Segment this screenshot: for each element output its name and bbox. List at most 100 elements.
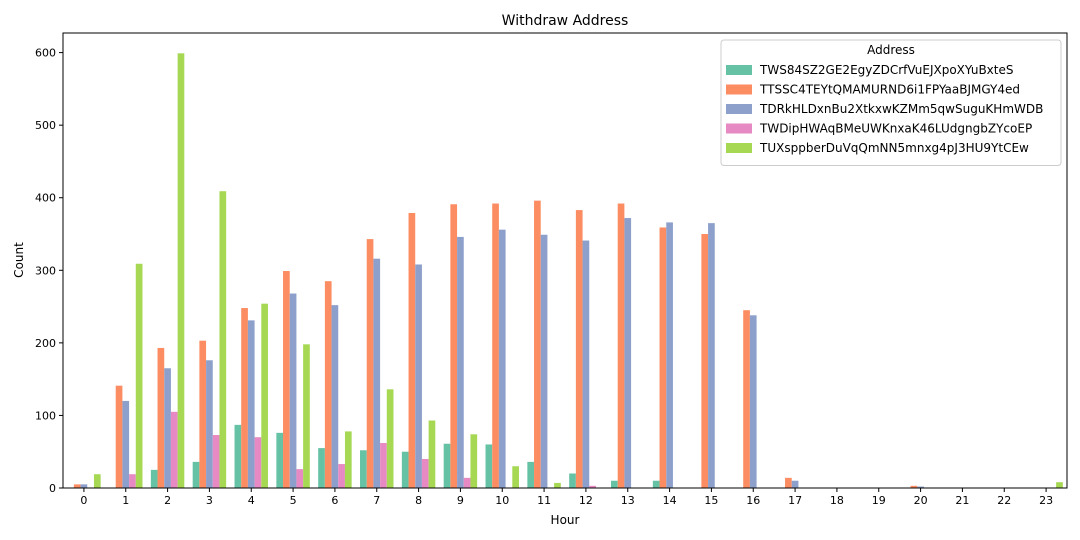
bar-s3-h7 [380,443,387,488]
y-tick-label: 300 [35,264,56,277]
bar-s2-h7 [373,258,381,488]
x-tick-label: 16 [746,494,760,507]
bar-s2-h13 [624,218,632,489]
y-tick-label: 400 [35,192,56,205]
bar-s4-h7 [386,389,394,488]
bar-s2-h1 [122,400,130,488]
x-tick-label: 14 [663,494,677,507]
bar-s1-h15 [701,234,709,488]
bar-s3-h5 [296,469,304,488]
x-tick-label: 8 [415,494,422,507]
bar-s3-h6 [338,464,345,488]
bar-s4-h0 [93,474,101,488]
bar-s2-h9 [457,236,464,488]
bar-s1-h0 [73,484,81,488]
bar-s4-h8 [428,420,436,488]
bar-s4-h23 [1056,482,1063,488]
legend-box [720,39,1062,166]
bar-s0-h3 [192,461,200,488]
bar-s0-h14 [652,480,660,488]
bar-s0-h4 [234,424,242,488]
bars-group [73,53,1063,489]
y-tick-label: 200 [35,337,56,350]
legend-label: TDRkHLDxnBu2XtkxwKZMm5qwSuguKHmWDB [759,102,1043,116]
bar-s0-h7 [360,450,367,488]
bar-s1-h13 [617,203,625,488]
x-tick-label: 7 [373,494,380,507]
legend-label: TWS84SZ2GE2EgyZDCrfVuEJXpoXYuBxteS [759,63,1014,77]
bar-s1-h16 [743,310,750,488]
bar-s4-h5 [303,344,310,488]
bar-s3-h8 [421,458,429,488]
legend-swatch [726,65,752,75]
bar-s2-h16 [749,315,757,488]
legend-title: Address [867,43,915,57]
bar-s3-h2 [170,411,178,488]
legend-label: TWDipHWAqBMeUWKnxaK46LUdgngbZYcoEP [759,122,1032,136]
bar-s3-h4 [254,437,262,488]
x-tick-label: 11 [537,494,551,507]
y-tick-label: 500 [35,119,56,132]
bar-s2-h17 [791,480,799,488]
y-axis: 0 100 200 300 400 500 600 [35,47,63,495]
x-tick-label: 15 [704,494,718,507]
bar-s4-h4 [261,303,268,488]
legend-swatch [726,123,752,134]
bar-s4-h2 [177,53,185,488]
bar-s0-h8 [401,451,409,488]
bar-s1-h12 [575,210,583,488]
bar-s1-h3 [199,340,207,488]
x-tick-label: 19 [872,494,886,507]
x-tick-label: 22 [997,494,1011,507]
bar-s1-h5 [283,271,290,488]
bar-s2-h4 [247,320,255,488]
x-tick-label: 10 [495,494,509,507]
x-tick-label: 3 [206,494,213,507]
bar-s2-h10 [498,229,506,488]
bar-s1-h8 [408,212,416,488]
bar-s2-h8 [415,264,422,488]
bar-s3-h9 [463,477,471,488]
bar-s2-h12 [582,240,590,488]
legend-label: TTSSC4TEYtQMAMURND6i1FPYaaBJMGY4ed [759,83,1020,97]
bar-s4-h11 [554,482,561,488]
x-tick-label: 0 [80,494,87,507]
bar-s1-h7 [366,239,374,488]
legend: Address TWS84SZ2GE2EgyZDCrfVuEJXpoXYuBxt… [720,39,1062,166]
bar-s1-h1 [115,385,123,488]
legend-swatch [726,143,752,153]
bar-s2-h6 [331,305,339,488]
legend-swatch [726,104,752,114]
legend-swatch [726,84,752,95]
x-tick-label: 9 [457,494,464,507]
bar-s2-h14 [666,222,673,488]
bar-s0-h9 [443,443,451,488]
bar-s2-h5 [289,293,297,488]
x-tick-label: 18 [830,494,844,507]
bar-s3-h1 [129,474,136,488]
bar-s0-h10 [485,444,493,488]
legend-items: TWS84SZ2GE2EgyZDCrfVuEJXpoXYuBxteS TTSSC4… [726,63,1043,155]
bar-s1-h2 [157,347,165,488]
bar-s0-h11 [527,461,535,488]
bar-s1-h4 [241,308,248,488]
bar-s1-h11 [534,200,541,488]
bar-s2-h2 [164,368,171,488]
x-tick-label: 17 [788,494,802,507]
x-tick-label: 13 [621,494,635,507]
x-axis-label: Hour [551,513,580,527]
bar-s0-h2 [150,469,158,488]
bar-s2-h15 [708,223,715,488]
bar-s4-h10 [512,466,519,488]
x-tick-label: 4 [248,494,255,507]
x-tick-label: 2 [164,494,171,507]
x-tick-label: 1 [122,494,129,507]
x-axis: 0 1 2 3 4 5 6 7 8 9 10 11 12 13 14 15 16 17 18 19 20 21 22 23 [80,488,1053,507]
y-tick-label: 0 [49,482,56,495]
bar-s4-h6 [344,431,352,488]
y-tick-label: 600 [35,47,56,60]
x-tick-label: 5 [290,494,297,507]
legend-label: TUXsppberDuVqQmNN5mnxg4pJ3HU9YtCEw [759,141,1029,155]
chart-title: Withdraw Address [502,13,629,29]
x-tick-label: 23 [1039,494,1053,507]
